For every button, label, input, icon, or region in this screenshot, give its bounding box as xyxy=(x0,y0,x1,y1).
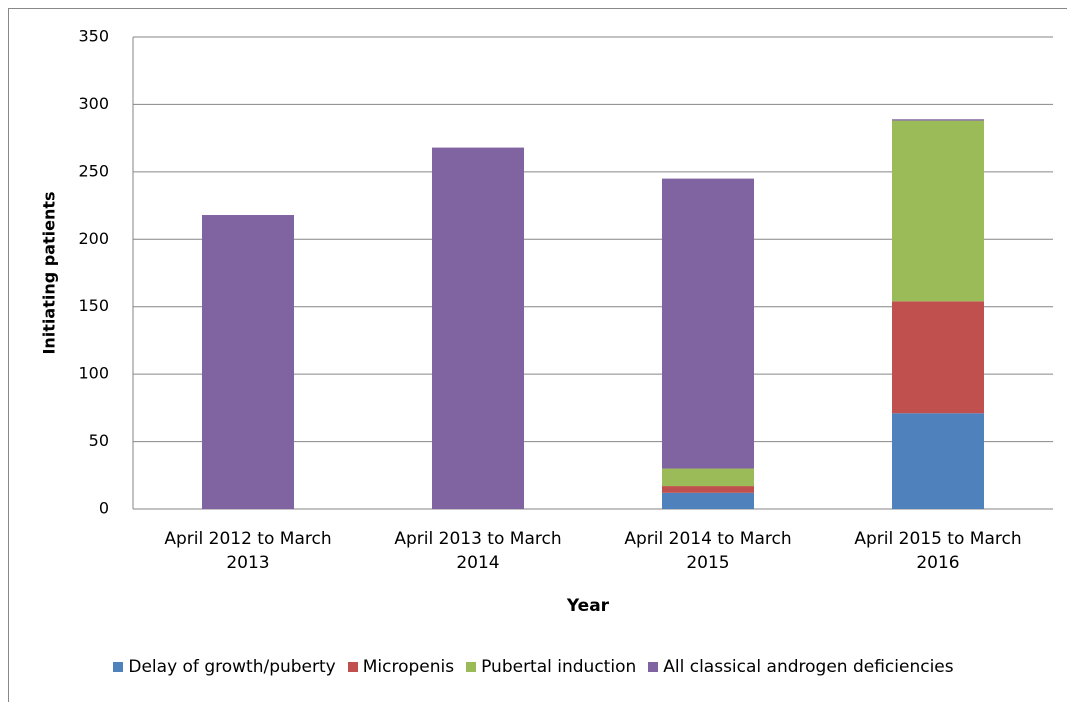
bar-segment xyxy=(892,119,984,121)
y-tick-label: 0 xyxy=(99,499,109,518)
legend-label: Micropenis xyxy=(362,657,455,677)
legend-swatch xyxy=(648,662,659,672)
y-tick-label: 250 xyxy=(78,161,109,180)
legend-swatch xyxy=(347,662,358,672)
bar-segment xyxy=(892,301,984,414)
y-tick-label: 200 xyxy=(78,229,109,248)
y-tick-label: 100 xyxy=(78,364,109,383)
y-tick-label: 50 xyxy=(89,431,109,450)
bar-segment xyxy=(662,492,754,509)
y-axis-title: Initiating patients xyxy=(40,191,59,354)
chart-border xyxy=(8,8,1067,702)
x-axis-title: Year xyxy=(566,596,610,616)
bar-segment xyxy=(892,120,984,302)
y-tick-label: 350 xyxy=(78,27,109,46)
legend-item: Pubertal induction xyxy=(466,657,636,677)
bar-segment xyxy=(662,468,754,487)
bar-segment xyxy=(432,147,524,509)
legend-swatch xyxy=(113,662,124,672)
y-tick-label: 300 xyxy=(78,94,109,113)
legend-item: All classical androgen deficiencies xyxy=(648,657,954,677)
bar-segment xyxy=(892,413,984,509)
x-tick-label: April 2012 to March 2013 xyxy=(164,529,332,573)
bar-segment xyxy=(662,486,754,493)
x-tick-label: April 2013 to March 2014 xyxy=(394,529,562,573)
bar-segment xyxy=(662,178,754,469)
legend-item: Micropenis xyxy=(347,657,455,677)
x-tick-label: April 2015 to March 2016 xyxy=(854,529,1022,573)
legend-label: All classical androgen deficiencies xyxy=(663,657,954,677)
bar-segment xyxy=(202,215,294,510)
legend-label: Delay of growth/puberty xyxy=(128,657,336,677)
legend-item: Delay of growth/puberty xyxy=(113,657,336,677)
legend-label: Pubertal induction xyxy=(481,657,637,677)
legend-swatch xyxy=(466,662,477,672)
x-tick-label: April 2014 to March 2015 xyxy=(624,529,792,573)
y-tick-label: 150 xyxy=(78,296,109,315)
legend: Delay of growth/puberty Micropenis Puberta… xyxy=(0,657,1067,677)
